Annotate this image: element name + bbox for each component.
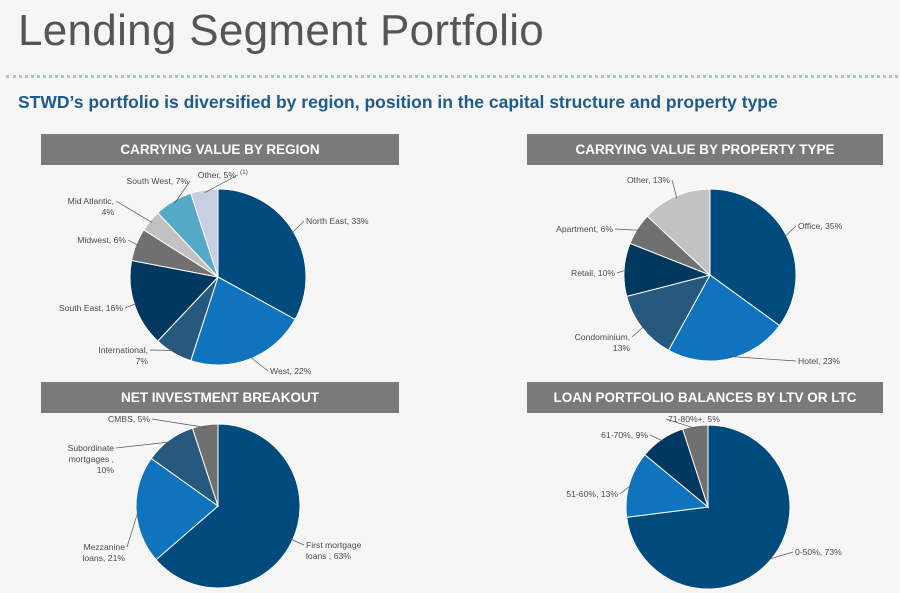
leader-line xyxy=(115,441,171,449)
leader-line xyxy=(619,484,632,495)
slice-label: South West, 7% xyxy=(127,176,189,186)
pie-slice xyxy=(135,457,219,561)
leader-line xyxy=(127,239,139,246)
slice-label: 61-70%, 9% xyxy=(601,430,648,440)
leader-line xyxy=(671,179,678,199)
slice-label: South East, 16% xyxy=(59,303,123,313)
leader-line xyxy=(614,228,640,231)
slice-label: Apartment, 6% xyxy=(556,224,613,234)
slice-label: 71-80%+, 5% xyxy=(668,414,720,424)
pie-slice xyxy=(191,423,219,507)
slice-label: First mortgage loans , 63% xyxy=(306,540,362,561)
leader-line xyxy=(151,418,206,428)
leader-line xyxy=(616,269,627,274)
leader-line xyxy=(124,303,137,309)
pie-slice xyxy=(682,424,709,508)
slice-label: CMBS, 5% xyxy=(108,414,150,424)
leader-line xyxy=(631,325,645,338)
leader-line xyxy=(767,551,794,560)
page-title: Lending Segment Portfolio xyxy=(18,6,545,55)
leader-line xyxy=(290,538,305,546)
slice-label: 51-60%, 13% xyxy=(566,489,618,499)
page-subtitle: STWD’s portfolio is diversified by regio… xyxy=(18,92,778,112)
slice-label: Condominium, 13% xyxy=(575,332,631,353)
slice-label: International, 7% xyxy=(98,345,148,366)
leader-line xyxy=(249,356,269,372)
pie-slice xyxy=(709,188,797,327)
leader-line xyxy=(115,200,153,223)
leader-line xyxy=(149,349,175,351)
slice-label: Other, 5% xyxy=(198,170,237,180)
property-type-chart-header: CARRYING VALUE BY PROPERTY TYPE xyxy=(527,134,883,165)
net-investment-chart-header: NET INVESTMENT BREAKOUT xyxy=(41,382,399,413)
leader-line xyxy=(649,434,664,442)
dotted-divider xyxy=(6,75,898,78)
slice-label: West, 22% xyxy=(270,366,312,376)
region-chart-header: CARRYING VALUE BY REGION xyxy=(41,134,399,165)
slice-label: 0-50%, 73% xyxy=(795,547,842,557)
slice-label: Office, 35% xyxy=(798,221,843,231)
leader-line xyxy=(291,220,305,234)
pie-slice xyxy=(190,276,296,366)
slice-label: Hotel, 23% xyxy=(798,356,840,366)
pie-slice xyxy=(190,188,219,278)
slice-label: Other, 13% xyxy=(627,175,670,185)
slice-label: Subordinate mortgages , 10% xyxy=(68,443,115,475)
slice-label: North East, 33% xyxy=(306,216,369,226)
leader-line xyxy=(204,174,239,194)
slice-label: Retail, 10% xyxy=(571,268,615,278)
pie-slice xyxy=(667,274,781,362)
slice-label: Midwest, 6% xyxy=(77,235,126,245)
pie-slice xyxy=(625,454,710,518)
leader-line xyxy=(728,356,797,362)
leader-line xyxy=(665,418,696,429)
footnote-marker: (1) xyxy=(240,169,248,176)
pie-slice xyxy=(646,188,711,277)
pie-slice xyxy=(217,188,307,321)
slice-label: Mid Atlantic, 4% xyxy=(68,196,115,217)
slice-label: Mezzanine loans, 21% xyxy=(82,542,125,563)
leader-line xyxy=(174,180,191,204)
leader-line xyxy=(784,225,797,238)
ltv-chart-header: LOAN PORTFOLIO BALANCES BY LTV OR LTC xyxy=(527,382,883,413)
leader-line xyxy=(126,509,139,548)
